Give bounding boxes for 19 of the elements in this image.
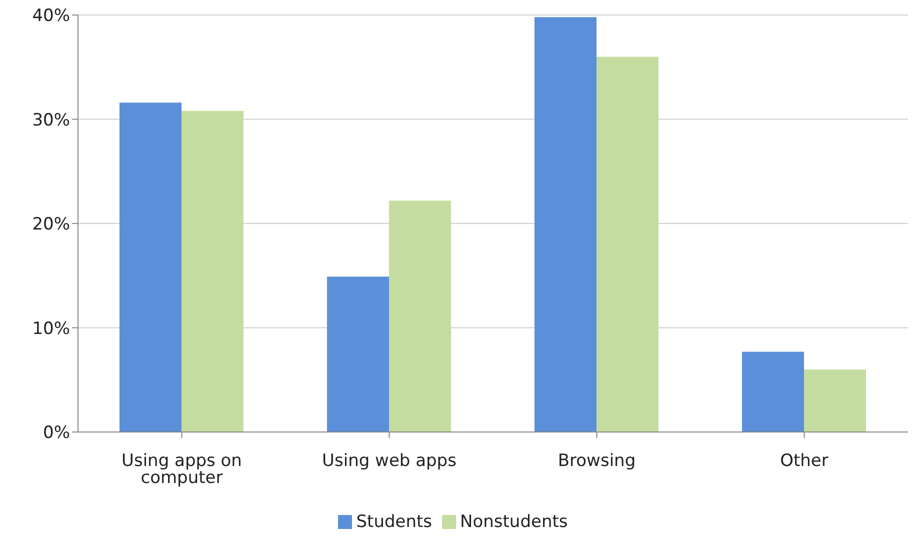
x-tick-label: Browsing — [558, 451, 636, 472]
x-tick-label: Other — [780, 451, 828, 472]
y-tick-label: 10% — [32, 318, 70, 339]
y-tick-label: 20% — [32, 214, 70, 235]
bar — [804, 369, 866, 432]
bar — [596, 56, 658, 432]
x-tick-label: Using web apps — [322, 451, 457, 472]
x-tick-label: Using apps on computer — [122, 451, 242, 488]
y-tick-label: 40% — [32, 6, 70, 26]
bar — [120, 102, 182, 432]
bar — [389, 200, 451, 432]
y-tick-label: 30% — [32, 110, 70, 130]
bar — [534, 17, 596, 432]
legend-label: Nonstudents — [460, 512, 568, 532]
y-tick-label: 0% — [43, 423, 70, 444]
legend-label: Students — [356, 512, 432, 532]
bar — [742, 352, 804, 432]
bar — [182, 110, 244, 432]
bar — [327, 276, 389, 432]
